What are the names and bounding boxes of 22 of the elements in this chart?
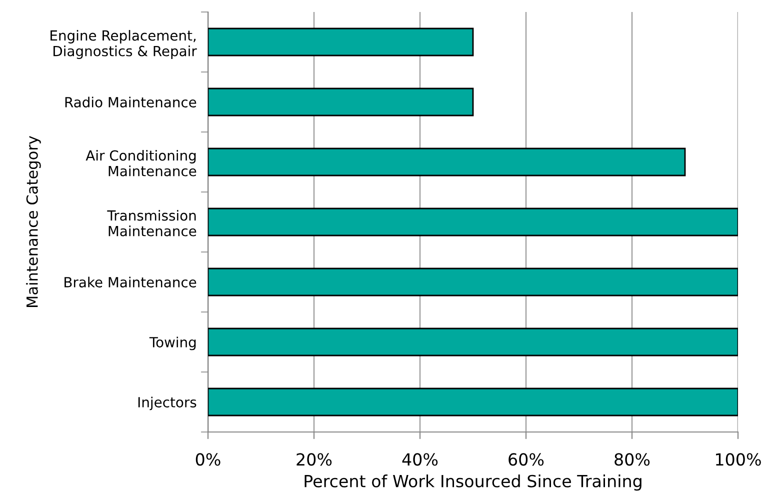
bar: [208, 388, 738, 416]
y-tick-label: Transmission Maintenance: [107, 210, 196, 236]
y-axis-title: Maintenance Category: [26, 136, 41, 308]
y-tick-label: Air Conditioning Maintenance: [86, 150, 196, 176]
bar: [208, 148, 686, 176]
x-tick-label: 80%: [614, 453, 650, 466]
x-tick-label: 60%: [508, 453, 544, 466]
bar: [208, 88, 474, 116]
y-tick-label: Injectors: [138, 396, 196, 410]
bar: [208, 28, 474, 56]
bar: [208, 208, 738, 236]
x-axis-title: Percent of Work Insourced Since Training: [304, 474, 642, 491]
x-tick-label: 20%: [296, 453, 332, 466]
bar: [208, 268, 738, 296]
y-tick-label: Brake Maintenance: [64, 276, 196, 288]
x-tick-label: 0%: [196, 453, 220, 466]
y-tick-label: Radio Maintenance: [65, 96, 196, 108]
bar: [208, 328, 738, 356]
x-tick-label: 100%: [716, 453, 761, 466]
x-tick-label: 40%: [402, 453, 438, 466]
y-tick-label: Towing: [149, 336, 196, 350]
y-tick-label: Engine Replacement, Diagnostics & Repair: [50, 30, 197, 59]
